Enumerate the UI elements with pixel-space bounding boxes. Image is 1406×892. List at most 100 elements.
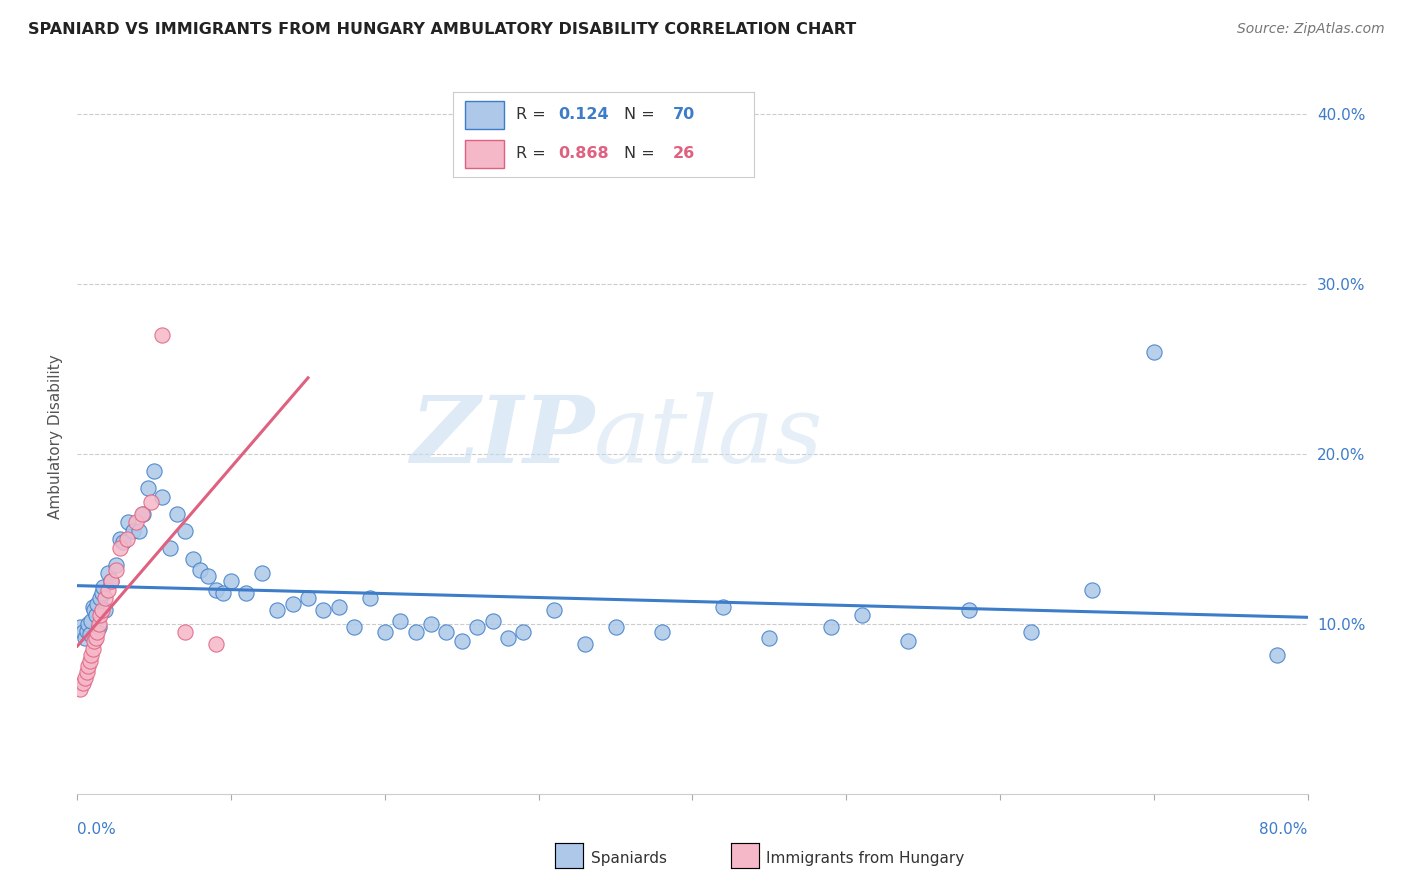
Point	[93, 580, 115, 594]
Point	[957, 603, 980, 617]
Point	[204, 582, 226, 597]
Point	[574, 637, 596, 651]
Point	[450, 634, 472, 648]
Point	[87, 620, 110, 634]
Point	[72, 625, 94, 640]
Point	[512, 625, 534, 640]
Point	[143, 464, 166, 478]
Point	[73, 631, 96, 645]
Point	[174, 625, 197, 640]
Point	[136, 481, 159, 495]
Point	[820, 620, 842, 634]
Point	[150, 490, 173, 504]
Point	[328, 599, 350, 614]
Point	[76, 624, 98, 638]
Point	[104, 558, 127, 572]
Point	[605, 620, 627, 634]
Point	[219, 574, 242, 589]
Text: 80.0%: 80.0%	[1260, 822, 1308, 837]
Point	[100, 574, 122, 589]
Point	[94, 603, 117, 617]
Point	[651, 625, 673, 640]
Point	[266, 603, 288, 617]
Point	[197, 569, 219, 583]
Point	[77, 617, 100, 632]
Point	[188, 563, 212, 577]
Point	[73, 671, 96, 685]
Point	[420, 617, 443, 632]
Point	[1265, 648, 1288, 662]
Point	[69, 681, 91, 696]
Text: Spaniards: Spaniards	[591, 852, 666, 866]
Point	[312, 603, 335, 617]
Point	[117, 515, 139, 529]
Point	[112, 535, 135, 549]
Point	[159, 541, 181, 555]
Point	[359, 591, 381, 606]
Point	[121, 524, 143, 538]
Point	[90, 603, 114, 617]
Text: SPANIARD VS IMMIGRANTS FROM HUNGARY AMBULATORY DISABILITY CORRELATION CHART: SPANIARD VS IMMIGRANTS FROM HUNGARY AMBU…	[28, 22, 856, 37]
Point	[1143, 345, 1166, 359]
Point	[82, 642, 104, 657]
Point	[87, 617, 110, 632]
Point	[166, 507, 188, 521]
Point	[174, 524, 197, 538]
Text: 0.0%: 0.0%	[77, 822, 117, 837]
Point	[84, 608, 107, 623]
Point	[79, 654, 101, 668]
Point	[481, 614, 503, 628]
Point	[711, 599, 734, 614]
Point	[82, 599, 104, 614]
Point	[104, 563, 127, 577]
Text: Immigrants from Hungary: Immigrants from Hungary	[766, 852, 965, 866]
Text: ZIP: ZIP	[409, 392, 595, 482]
Point	[83, 634, 105, 648]
Point	[132, 507, 155, 521]
Point	[150, 328, 173, 343]
Point	[97, 582, 120, 597]
Point	[125, 515, 148, 529]
Point	[83, 603, 105, 617]
Point	[436, 625, 458, 640]
Point	[97, 566, 120, 580]
Point	[90, 586, 114, 600]
Point	[131, 507, 153, 521]
Point	[851, 608, 873, 623]
Point	[374, 625, 396, 640]
Point	[758, 631, 780, 645]
Point	[77, 659, 100, 673]
Point	[405, 625, 427, 640]
Point	[235, 586, 257, 600]
Point	[1081, 582, 1104, 597]
Point	[76, 665, 98, 679]
Point	[281, 597, 304, 611]
Point	[128, 524, 150, 538]
Point	[212, 586, 235, 600]
Point	[110, 532, 132, 546]
Point	[110, 541, 132, 555]
Point	[465, 620, 488, 634]
Point	[79, 627, 101, 641]
Point	[72, 676, 94, 690]
Text: Source: ZipAtlas.com: Source: ZipAtlas.com	[1237, 22, 1385, 37]
Point	[100, 574, 122, 589]
Point	[115, 532, 138, 546]
Point	[204, 637, 226, 651]
Point	[80, 614, 103, 628]
Point	[496, 631, 519, 645]
Point	[1019, 625, 1042, 640]
Point	[84, 631, 107, 645]
Point	[94, 591, 117, 606]
Point	[897, 634, 920, 648]
Point	[389, 614, 412, 628]
Y-axis label: Ambulatory Disability: Ambulatory Disability	[48, 355, 63, 519]
Point	[250, 566, 273, 580]
Point	[89, 608, 111, 623]
Point	[141, 494, 163, 508]
Point	[297, 591, 319, 606]
Point	[69, 620, 91, 634]
Point	[86, 625, 108, 640]
Text: atlas: atlas	[595, 392, 824, 482]
Point	[343, 620, 366, 634]
